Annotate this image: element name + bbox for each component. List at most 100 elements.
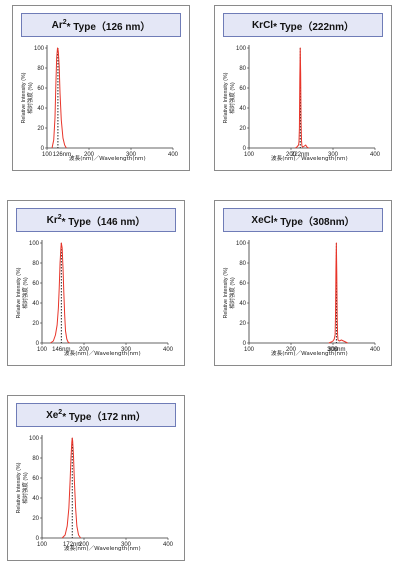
x-tick-label: 100 (244, 347, 255, 353)
y-tick-label: 100 (29, 436, 40, 442)
chart-title: KrCl * Type（222nm） (223, 13, 383, 37)
chart-panel-xecl: XeCl * Type（308nm） Relative Intensity (%)… (214, 200, 392, 366)
y-tick-label: 80 (32, 261, 39, 267)
x-tick-label: 200 (84, 152, 95, 158)
x-axis-label: 波長(nm)／Wavelength(nm) (64, 351, 141, 357)
x-axis-label: 波長(nm)／Wavelength(nm) (271, 351, 348, 357)
y-tick-label: 40 (239, 301, 246, 307)
chart-svg: Relative Intensity (%) 相対強度 (%) 0 20 40 60 80 1… (16, 435, 174, 548)
spectrum-line (294, 47, 309, 149)
y-tick-label: 60 (37, 86, 44, 92)
y-tick-label: 40 (37, 106, 44, 112)
title-rest: * Type（308nm） (273, 216, 355, 228)
chart-panel-xe2: Xe 2 * Type（172 nm） Relative Intensity (%)… (7, 395, 185, 561)
y-axis-label-jp: 相対強度 (%) (228, 277, 236, 309)
y-axis-label-jp: 相対強度 (%) (26, 82, 34, 114)
y-axis-label-group: Relative Intensity (%) 相対強度 (%) (21, 72, 34, 123)
x-tick-label: 400 (168, 152, 179, 158)
x-tick-label: 400 (370, 347, 381, 353)
y-tick-label: 20 (32, 516, 39, 522)
x-tick-label: 400 (163, 347, 174, 353)
title-subscript: 2 (57, 213, 62, 221)
y-tick-label: 0 (41, 146, 45, 152)
y-tick-label: 40 (32, 496, 39, 502)
y-tick-label: 60 (32, 281, 39, 287)
x-axis-label: 波長(nm)／Wavelength(nm) (271, 156, 348, 162)
y-tick-label: 20 (37, 126, 44, 132)
y-tick-label: 60 (32, 476, 39, 482)
y-axis-label-jp: 相対強度 (%) (228, 82, 236, 114)
chart-svg: Relative Intensity (%) 相対強度 (%) 0 20 40 60 80 1… (21, 45, 179, 158)
x-tick-label: 300 (126, 152, 137, 158)
chart-title: Ar 2 * Type（126 nm） (21, 13, 181, 37)
y-tick-label: 100 (236, 241, 247, 247)
y-axis-label-en: Relative Intensity (%) (21, 72, 27, 123)
x-tick-label: 400 (163, 542, 174, 548)
spectrum-line (328, 242, 348, 344)
x-tick-label: 200 (79, 347, 90, 353)
peak-label: 222nm (291, 152, 309, 158)
title-subscript: 2 (58, 408, 63, 416)
y-tick-label: 60 (239, 86, 246, 92)
peak-label: 172nm (63, 542, 81, 548)
title-main: Kr (46, 214, 58, 226)
y-axis-label-en: Relative Intensity (%) (16, 462, 22, 513)
x-tick-label: 200 (286, 347, 297, 353)
y-tick-label: 40 (32, 301, 39, 307)
spectrum-line (61, 437, 82, 539)
x-tick-label: 300 (121, 542, 132, 548)
chart-svg: Relative Intensity (%) 相対強度 (%) 0 20 40 60 80 1… (223, 240, 381, 353)
y-axis-label-en: Relative Intensity (%) (223, 267, 229, 318)
peak-label: 308nm (327, 347, 345, 353)
spectrum-line (51, 47, 67, 149)
title-main: KrCl (251, 19, 274, 31)
chart-svg: Relative Intensity (%) 相対強度 (%) 0 20 40 60 80 1… (16, 240, 174, 353)
y-axis-label-jp: 相対強度 (%) (21, 472, 29, 504)
y-tick-label: 80 (32, 456, 39, 462)
x-tick-label: 300 (328, 347, 339, 353)
y-tick-label: 60 (239, 281, 246, 287)
chart-panel-ar2: Ar 2 * Type（126 nm） Relative Intensity (%)… (12, 5, 190, 171)
y-tick-label: 0 (243, 146, 247, 152)
y-axis-label-en: Relative Intensity (%) (223, 72, 229, 123)
chart-svg: Relative Intensity (%) 相対強度 (%) 0 20 40 60 80 1… (223, 45, 381, 158)
y-axis-label-group: Relative Intensity (%) 相対強度 (%) (16, 267, 29, 318)
x-axis-label: 波長(nm)／Wavelength(nm) (64, 546, 141, 552)
title-rest: * Type（126 nm） (66, 21, 151, 33)
x-tick-label: 300 (121, 347, 132, 353)
peak-label: 146nm (52, 347, 70, 353)
y-tick-label: 100 (29, 241, 40, 247)
chart-title: Xe 2 * Type（172 nm） (16, 403, 176, 427)
y-axis-label-jp: 相対強度 (%) (21, 277, 29, 309)
y-axis-label-group: Relative Intensity (%) 相対強度 (%) (223, 267, 236, 318)
x-tick-label: 200 (286, 152, 297, 158)
y-tick-label: 80 (239, 66, 246, 72)
y-axis-label-group: Relative Intensity (%) 相対強度 (%) (223, 72, 236, 123)
x-tick-label: 100 (42, 152, 53, 158)
x-axis-label: 波長(nm)／Wavelength(nm) (69, 156, 146, 162)
x-tick-label: 100 (37, 347, 48, 353)
y-tick-label: 80 (239, 261, 246, 267)
title-main: Xe (46, 409, 59, 421)
y-tick-label: 0 (36, 536, 40, 542)
x-tick-label: 200 (79, 542, 90, 548)
y-tick-label: 100 (34, 46, 45, 52)
spectrum-line (50, 242, 70, 344)
y-tick-label: 0 (243, 341, 247, 347)
y-tick-label: 100 (236, 46, 247, 52)
x-tick-label: 300 (328, 152, 339, 158)
peak-label: 126nm (53, 152, 71, 158)
chart-panel-krcl: KrCl * Type（222nm） Relative Intensity (%)… (214, 5, 392, 171)
title-rest: * Type（222nm） (273, 21, 355, 33)
title-rest: * Type（146 nm） (61, 216, 146, 228)
y-tick-label: 80 (37, 66, 44, 72)
y-tick-label: 20 (32, 321, 39, 327)
chart-title: Kr 2 * Type（146 nm） (16, 208, 176, 232)
y-tick-label: 20 (239, 126, 246, 132)
title-rest: * Type（172 nm） (62, 411, 146, 423)
x-tick-label: 400 (370, 152, 381, 158)
title-main: XeCl (251, 214, 274, 226)
y-axis-label-group: Relative Intensity (%) 相対強度 (%) (16, 462, 29, 513)
y-tick-label: 0 (36, 341, 40, 347)
chart-title: XeCl * Type（308nm） (223, 208, 383, 232)
